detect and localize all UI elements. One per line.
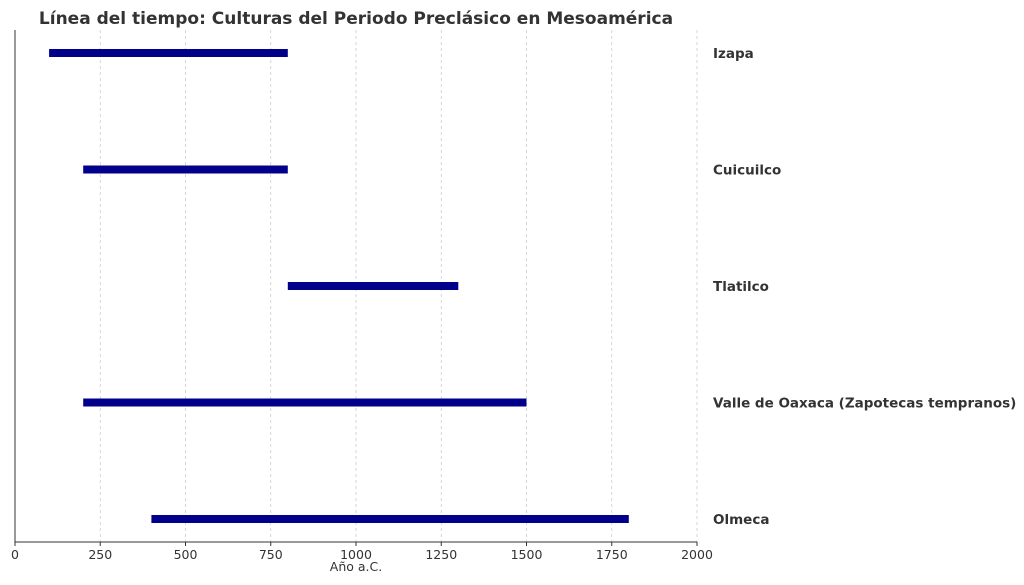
category-labels: Izapa Cuicuilco Tlatilco Valle de Oaxaca (Z… bbox=[713, 46, 1016, 528]
range-bar bbox=[49, 49, 288, 57]
x-tick-label: 250 bbox=[88, 547, 112, 562]
category-label: Izapa bbox=[713, 46, 754, 62]
category-label: Valle de Oaxaca (Zapotecas tempranos) bbox=[713, 396, 1016, 412]
category-label: Olmeca bbox=[713, 512, 769, 528]
x-tick-label: 2000 bbox=[681, 547, 713, 562]
x-tick-label: 1250 bbox=[425, 547, 457, 562]
category-label: Tlatilco bbox=[713, 279, 769, 295]
chart-title: Línea del tiempo: Culturas del Periodo P… bbox=[39, 9, 673, 29]
range-bar bbox=[287, 282, 459, 290]
x-ticks: 0 250 500 750 1000 1250 1500 1750 2000 bbox=[11, 542, 713, 562]
category-label: Cuicuilco bbox=[713, 163, 781, 179]
x-tick-label: 500 bbox=[174, 547, 198, 562]
range-bar bbox=[151, 515, 629, 523]
x-axis-label: Año a.C. bbox=[330, 559, 382, 574]
x-tick-label: 1750 bbox=[596, 547, 628, 562]
range-bar bbox=[83, 398, 527, 407]
x-tick-label: 0 bbox=[11, 547, 19, 562]
grid-lines bbox=[99, 30, 698, 542]
x-tick-label: 1500 bbox=[511, 547, 543, 562]
x-tick-label: 750 bbox=[259, 547, 283, 562]
x-tick-label: 1000 bbox=[340, 547, 372, 562]
range-bar bbox=[83, 165, 288, 174]
range-bars bbox=[49, 49, 629, 523]
